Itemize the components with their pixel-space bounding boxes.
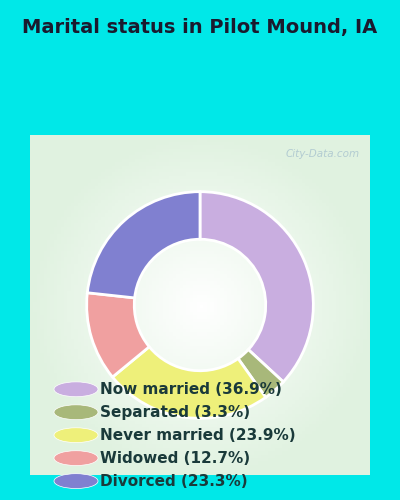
Wedge shape [112,347,266,418]
Circle shape [54,450,98,466]
Text: Now married (36.9%): Now married (36.9%) [100,382,282,397]
Circle shape [54,474,98,488]
Text: Separated (3.3%): Separated (3.3%) [100,405,250,420]
Circle shape [54,405,98,419]
Text: City-Data.com: City-Data.com [286,148,360,158]
Text: Divorced (23.3%): Divorced (23.3%) [100,474,248,488]
Wedge shape [87,293,149,377]
Wedge shape [238,350,283,398]
Wedge shape [200,192,313,382]
Text: Widowed (12.7%): Widowed (12.7%) [100,450,250,466]
Circle shape [54,428,98,442]
Text: Never married (23.9%): Never married (23.9%) [100,428,296,442]
Wedge shape [87,192,200,298]
Text: Marital status in Pilot Mound, IA: Marital status in Pilot Mound, IA [22,18,378,36]
Circle shape [54,382,98,396]
